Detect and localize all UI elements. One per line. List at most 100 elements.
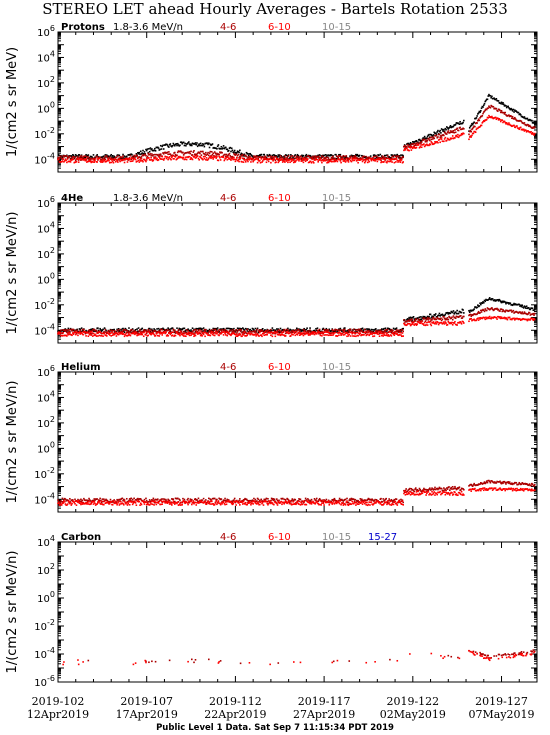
data-point <box>304 159 306 161</box>
data-point <box>429 139 431 142</box>
data-point <box>470 136 473 138</box>
data-point <box>304 497 307 500</box>
data-point <box>173 157 175 160</box>
data-point <box>438 133 441 136</box>
data-point <box>220 332 223 335</box>
data-point <box>253 159 255 162</box>
data-point <box>110 161 113 164</box>
data-point <box>279 327 282 330</box>
energy-label: 1.8-3.6 MeV/n <box>113 22 183 33</box>
data-point <box>341 157 344 159</box>
data-point <box>363 159 365 161</box>
data-point <box>274 329 277 331</box>
data-point <box>295 327 298 330</box>
data-point <box>128 499 130 502</box>
data-point <box>349 157 351 160</box>
data-point <box>299 498 302 501</box>
data-point <box>183 144 186 147</box>
data-point <box>321 159 324 161</box>
data-point <box>444 127 447 130</box>
data-point <box>269 332 271 334</box>
data-point <box>165 157 168 160</box>
data-point <box>357 334 359 337</box>
legend-6-10: 6-10 <box>268 22 291 33</box>
data-point <box>137 152 139 154</box>
data-point <box>307 332 309 335</box>
data-point <box>137 159 140 162</box>
data-point <box>448 126 451 128</box>
data-point <box>495 107 498 110</box>
data-point <box>229 155 232 157</box>
data-point <box>489 95 492 97</box>
data-point <box>352 155 355 157</box>
data-point <box>390 335 393 337</box>
data-point <box>204 335 206 338</box>
data-point <box>202 144 205 146</box>
data-point <box>532 126 535 128</box>
data-point <box>192 329 195 332</box>
data-point <box>527 313 529 315</box>
data-point <box>208 328 211 331</box>
data-point <box>194 334 197 337</box>
data-point <box>118 330 121 332</box>
data-point <box>206 329 209 332</box>
data-point <box>239 156 242 158</box>
data-point <box>478 119 481 122</box>
data-point <box>174 153 177 156</box>
data-point <box>121 156 124 159</box>
data-point <box>88 332 90 335</box>
y-tick-label: 100 <box>37 100 55 115</box>
data-point <box>242 155 245 157</box>
data-point <box>92 158 95 161</box>
data-point <box>151 153 153 155</box>
data-point <box>338 334 340 337</box>
data-point <box>256 158 258 160</box>
data-point <box>125 497 128 500</box>
data-point <box>174 156 177 158</box>
data-point <box>532 312 535 315</box>
data-point <box>185 156 187 159</box>
data-point <box>271 498 274 501</box>
data-point <box>96 161 98 163</box>
data-point <box>150 156 152 159</box>
data-point <box>455 128 458 130</box>
data-point <box>453 131 456 134</box>
data-point <box>236 335 239 337</box>
data-point <box>178 331 181 334</box>
data-point <box>343 158 345 160</box>
data-point <box>401 329 404 331</box>
data-point <box>263 498 266 501</box>
data-point <box>477 310 480 313</box>
data-point <box>287 330 290 332</box>
data-point <box>370 328 373 331</box>
data-point <box>245 332 248 335</box>
data-point <box>330 160 333 163</box>
data-point <box>299 333 302 336</box>
data-point <box>469 129 472 132</box>
data-point <box>514 126 517 129</box>
data-point <box>201 499 203 501</box>
data-point <box>66 155 68 157</box>
data-point <box>199 332 202 335</box>
legend-4-6: 4-6 <box>220 22 236 33</box>
data-point <box>170 158 172 161</box>
data-point <box>145 148 147 151</box>
data-point <box>530 131 532 133</box>
data-point <box>152 154 155 156</box>
data-point <box>57 156 59 159</box>
data-point <box>214 152 217 155</box>
data-point <box>94 158 97 160</box>
data-point <box>114 158 116 161</box>
data-point <box>474 125 476 128</box>
data-point <box>150 329 152 331</box>
data-point <box>174 334 177 337</box>
data-point <box>402 155 405 157</box>
data-point <box>162 144 164 147</box>
data-point <box>505 106 508 109</box>
data-point <box>87 499 90 502</box>
data-point <box>141 333 144 336</box>
data-point <box>347 335 350 337</box>
data-point <box>309 334 311 336</box>
data-point <box>488 315 491 318</box>
data-point <box>459 120 461 123</box>
